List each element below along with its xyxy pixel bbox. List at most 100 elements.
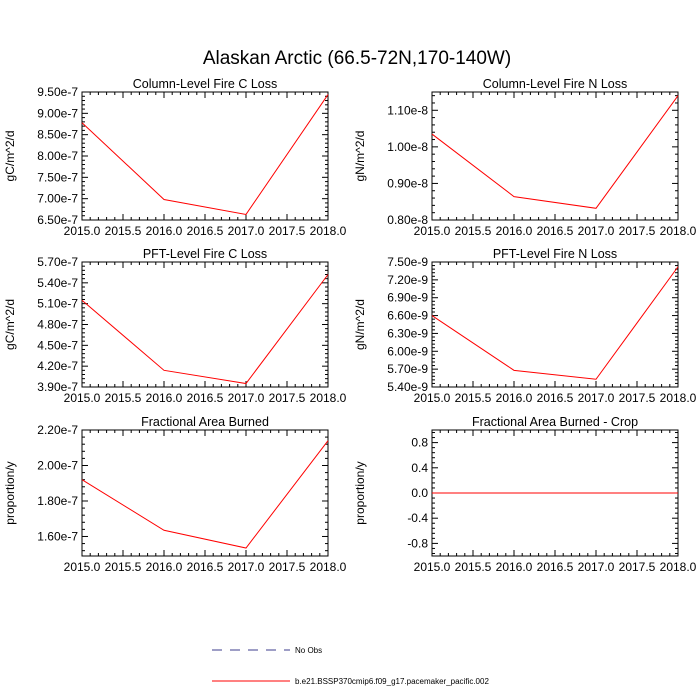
y-tick-label: 8.50e-7 [37,128,78,142]
y-tick-label: -0.4 [407,511,428,525]
y-tick-label: 9.50e-7 [37,85,78,99]
series-line [81,94,329,216]
y-tick-label: 7.50e-9 [387,255,428,269]
x-tick-label: 2015.0 [64,560,101,574]
y-tick-label: 1.00e-8 [387,140,428,154]
x-tick-label: 2015.5 [105,560,142,574]
y-tick-label: -0.8 [407,536,428,550]
panel-2: Column-Level Fire N Loss gN/m^2/d 2015.0 20… [353,77,697,238]
x-tick-label: 2015.0 [64,391,101,405]
x-tick-label: 2016.5 [537,391,574,405]
y-axis-label: gC/m^2/d [3,131,17,182]
panel-3: PFT-Level Fire C Loss gC/m^2/d 2015.0 2015.… [3,247,347,405]
x-tick-label: 2017.5 [269,391,306,405]
y-axis-label: gC/m^2/d [3,299,17,350]
x-tick-label: 2015.5 [105,224,142,238]
x-tick-label: 2017.0 [228,224,265,238]
series-line [81,274,329,385]
figure-title: Alaskan Arctic (66.5-72N,170-140W) [203,48,511,69]
y-tick-label: 2.20e-7 [37,423,78,437]
y-tick-label: 6.00e-9 [387,344,428,358]
y-tick-label: 8.00e-7 [37,149,78,163]
y-tick-label: 5.10e-7 [37,297,78,311]
x-tick-label: 2017.0 [228,391,265,405]
x-tick-label: 2016.5 [537,560,574,574]
x-tick-label: 2017.5 [619,560,656,574]
y-tick-label: 6.60e-9 [387,309,428,323]
y-tick-label: 7.20e-9 [387,273,428,287]
x-tick-label: 2016.0 [146,224,183,238]
plot-frame [81,91,329,221]
y-tick-label: 0.80e-8 [387,213,428,227]
x-tick-label: 2016.0 [146,391,183,405]
x-tick-label: 2018.0 [310,224,347,238]
y-tick-label: 7.00e-7 [37,192,78,206]
y-tick-label: 0.0 [411,486,428,500]
panel-title: PFT-Level Fire C Loss [143,247,267,261]
x-tick-label: 2015.5 [455,224,492,238]
x-tick-label: 2017.5 [619,224,656,238]
x-tick-label: 2018.0 [310,391,347,405]
panel-title: Fractional Area Burned [141,415,269,429]
y-tick-label: 5.40e-7 [37,276,78,290]
y-tick-label: 4.50e-7 [37,338,78,352]
y-tick-label: 1.80e-7 [37,494,78,508]
panel-1: Column-Level Fire C Loss gC/m^2/d 2015.0 20… [3,77,347,238]
x-tick-label: 2015.0 [414,391,451,405]
y-tick-label: 9.00e-7 [37,106,78,120]
x-tick-label: 2015.0 [414,560,451,574]
y-axis-label: gN/m^2/d [353,131,367,182]
panel-5: Fractional Area Burned proportion/y 2015.0… [3,415,347,574]
y-axis-label: proportion/y [3,461,17,524]
panel-title: Fractional Area Burned - Crop [472,415,638,429]
panel-6: Fractional Area Burned - Crop proportion/… [353,415,697,574]
panel-title: PFT-Level Fire N Loss [493,247,617,261]
x-tick-label: 2016.0 [496,391,533,405]
y-tick-label: 0.90e-8 [387,176,428,190]
panels: Column-Level Fire C Loss gC/m^2/d 2015.0 20… [3,77,697,574]
x-tick-label: 2017.0 [578,224,615,238]
plot-frame [431,91,679,221]
x-tick-label: 2017.5 [619,391,656,405]
y-tick-label: 1.60e-7 [37,529,78,543]
x-tick-label: 2017.5 [269,560,306,574]
y-tick-label: 5.40e-9 [387,380,428,394]
x-tick-label: 2016.5 [187,391,224,405]
y-tick-label: 7.50e-7 [37,170,78,184]
y-tick-label: 2.00e-7 [37,458,78,472]
y-tick-label: 0.8 [411,436,428,450]
x-tick-label: 2018.0 [660,560,697,574]
x-tick-label: 2016.0 [146,560,183,574]
panel-title: Column-Level Fire C Loss [133,77,278,91]
x-tick-label: 2017.0 [578,391,615,405]
x-tick-label: 2015.5 [105,391,142,405]
x-tick-label: 2016.0 [496,560,533,574]
x-tick-label: 2018.0 [310,560,347,574]
y-tick-label: 6.90e-9 [387,291,428,305]
y-axis-label: gN/m^2/d [353,299,367,350]
series-line [81,440,329,549]
y-tick-label: 4.20e-7 [37,359,78,373]
legend-label-model: b.e21.BSSP370cmip6.f09_g17.pacemaker_pac… [295,677,489,686]
x-tick-label: 2017.5 [269,224,306,238]
y-tick-label: 5.70e-7 [37,255,78,269]
x-tick-label: 2018.0 [660,224,697,238]
legend: No Obs b.e21.BSSP370cmip6.f09_g17.pacema… [212,646,489,686]
x-tick-label: 2015.0 [64,224,101,238]
y-tick-label: 6.50e-7 [37,213,78,227]
y-tick-label: 1.10e-8 [387,103,428,117]
legend-label-obs: No Obs [295,646,322,655]
plot-frame [81,261,329,388]
x-tick-label: 2017.0 [578,560,615,574]
x-tick-label: 2016.5 [187,224,224,238]
panel-title: Column-Level Fire N Loss [483,77,628,91]
x-tick-label: 2015.0 [414,224,451,238]
panel-4: PFT-Level Fire N Loss gN/m^2/d 2015.0 2015.… [353,247,697,405]
y-tick-label: 5.70e-9 [387,362,428,376]
y-axis-label: proportion/y [353,461,367,524]
y-tick-label: 0.4 [411,461,428,475]
y-tick-label: 3.90e-7 [37,380,78,394]
series-line [431,95,679,209]
series-line [431,266,679,380]
